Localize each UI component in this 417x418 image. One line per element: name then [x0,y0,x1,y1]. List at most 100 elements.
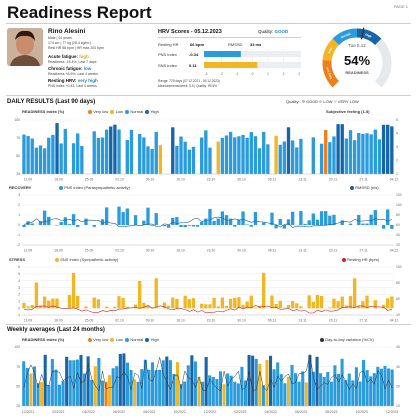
x-tick: 02.10 [115,178,124,182]
trend-line [24,216,393,228]
daily-bar [200,137,204,174]
daily-bar [212,297,216,309]
daily-bar [237,136,241,174]
hrv-measurements: Measurements/week: 5.5 | Quality: 99.5% [158,84,217,88]
gauge-band-label: Low [327,46,333,54]
weekly-bar [201,381,205,406]
daily-bar [212,220,216,225]
y-tick-right: 100 [396,265,402,269]
daily-bar [228,131,233,174]
daily-bar [104,207,109,225]
y-tick-left: 100 [14,345,20,349]
x-tick: 02.10 [115,319,124,323]
daily-bar [26,136,30,174]
rmssd-legend-text: RMSSD (ms) [355,185,379,191]
weekly-bar [286,376,290,406]
daily-bar [319,143,324,174]
daily-bar [92,131,96,174]
weekly-bar [362,359,366,406]
daily-bar [344,138,349,174]
x-tick: 04.12 [390,178,399,182]
daily-bar [352,278,357,309]
page-number: PAGE 1 [393,4,408,9]
daily-bar [216,218,220,225]
y-tick-left: 100 [14,118,20,122]
weekly-normal-dot-icon [125,338,130,342]
y-tick-left: 4 [18,279,20,283]
daily-bar [22,134,26,174]
y-tick-right: 30 [396,365,400,369]
weekly-bar [161,360,165,406]
x-tick: 09.10 [146,178,155,182]
daily-bar [125,140,129,174]
weekly-bar [68,360,72,406]
weekly-bar [79,355,83,406]
readiness-daily-legend: Very low Low Normal High [88,110,159,114]
section-divider-weekly [6,324,411,325]
resting-hr-legend: Resting HR (bpm) [342,258,379,262]
weekly-bar [233,381,237,406]
daily-bar [187,225,191,226]
daily-bar [278,144,282,174]
avatar [7,28,43,66]
daily-bar [109,126,113,174]
daily-bar [113,124,117,174]
daily-bar [162,302,167,309]
weekly-bar [176,362,180,406]
daily-bar [104,129,109,174]
daily-bar [373,210,377,225]
daily-bar [166,305,171,309]
daily-bar [175,298,179,309]
daily-bar [26,306,30,309]
daily-bar [216,141,220,174]
daily-bar [187,149,191,174]
x-tick: 18.09 [54,178,63,182]
weekly-bar [351,380,355,406]
gauge-value: 54% [343,53,371,68]
weekly-bar [97,357,101,406]
pns-label: PNS index [158,52,177,57]
x-tick: 12/2022 [204,410,216,414]
quality-very-low-label: VERY LOW [337,99,359,104]
daily-bar [324,130,328,174]
daily-bar [381,304,386,309]
daily-bar [245,137,249,174]
weekly-bar [294,373,298,406]
daily-bar [171,127,175,174]
section-divider-top [6,95,411,96]
y-tick-right: 80 [396,281,400,285]
weekly-bar [43,354,47,406]
daily-bar [34,147,39,174]
weekly-bar [100,380,104,406]
gauge-band-label: Normal [340,32,351,40]
x-tick: 11.09 [24,249,32,253]
weekly-bar [243,380,248,406]
y-tick-right: 40 [396,233,400,237]
hrv-scale-tick: 0 [252,72,254,76]
weekly-bar [379,368,383,406]
daily-bar [390,225,394,229]
daily-bar [117,296,121,309]
daily-bar [154,213,158,225]
quality-legend-label: Quality: [286,99,300,104]
resting-hr-value: 66 bpm [190,42,205,47]
y-tick-right: 5 [396,118,398,122]
x-tick: 16.10 [176,178,185,182]
daily-bar [237,297,241,309]
cv-legend: Day-to-day variation (%CV) [320,338,374,342]
daily-bar [55,123,59,174]
weekly-bar [269,355,273,406]
daily-bar [208,304,212,309]
y-tick-left: 1 [18,213,20,217]
daily-bar [104,306,109,309]
daily-bar [340,296,344,309]
daily-bar [332,298,336,309]
page-title: Readiness Report [7,3,152,22]
hrv-scale-tick: 2 [283,72,285,76]
hrv-quality-value: GOOD [274,29,289,34]
x-tick: 12/2023 [386,410,398,414]
daily-bar [266,144,270,174]
daily-bar [191,225,196,227]
stress-chart: 6 5 4 3 2 1 0 -1 100 80 60 40 11.09 18.09 25.09 02.10 09… [17,265,402,323]
x-tick: 25.09 [85,178,94,182]
